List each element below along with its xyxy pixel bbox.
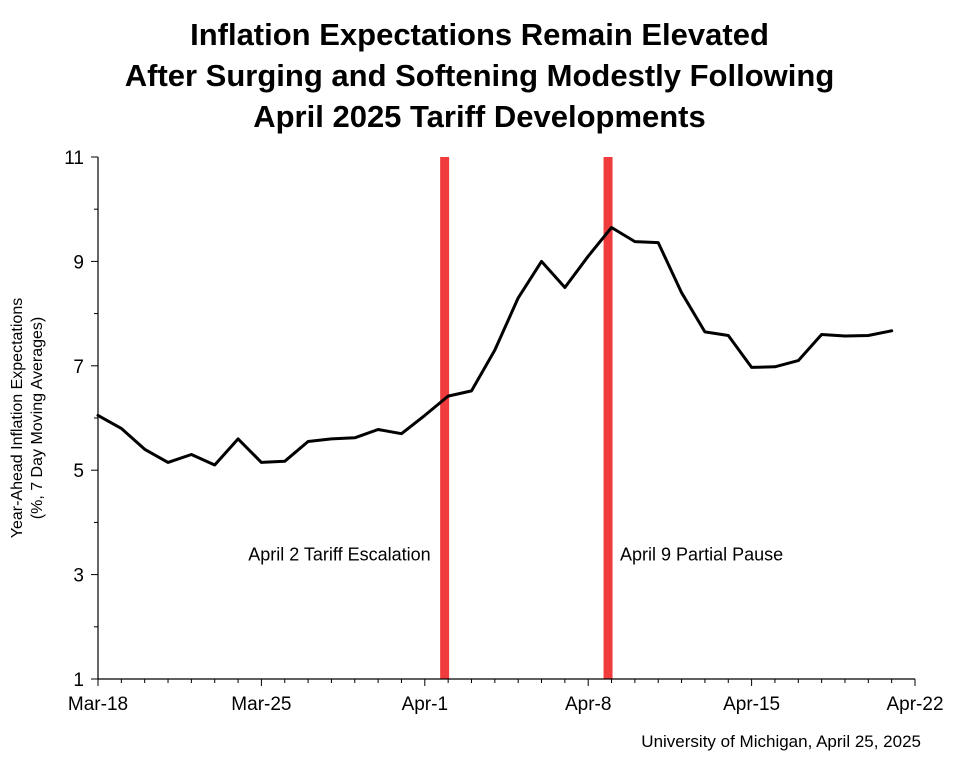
- event-label-2: April 9 Partial Pause: [620, 545, 783, 565]
- x-tick-label: Apr-22: [886, 694, 943, 715]
- chart-title: Inflation Expectations Remain Elevated A…: [0, 14, 959, 137]
- y-tick-label: 3: [73, 566, 84, 587]
- source-note: University of Michigan, April 25, 2025: [641, 732, 921, 751]
- event-markers: [440, 157, 613, 679]
- x-tick-label: Apr-8: [565, 694, 611, 715]
- x-tick-label: Mar-18: [68, 694, 128, 715]
- series-line-1: [96, 226, 894, 467]
- event-label-1: April 2 Tariff Escalation: [248, 545, 430, 565]
- chart-title-line-1: Inflation Expectations Remain Elevated: [190, 17, 769, 52]
- y-axis-label-line-1: Year-Ahead Inflation Expectations: [9, 298, 26, 538]
- event-bar-1: [440, 157, 450, 679]
- labels: April 2 Tariff Escalation April 9 Partial…: [9, 148, 944, 715]
- axes: [91, 156, 916, 686]
- y-tick-label: 9: [73, 252, 84, 273]
- x-tick-label: Apr-1: [402, 694, 448, 715]
- chart-title-line-3: April 2025 Tariff Developments: [253, 99, 706, 134]
- series-layer: [96, 226, 894, 467]
- x-tick-label: Apr-15: [723, 694, 780, 715]
- chart-title-line-2: After Surging and Softening Modestly Fol…: [124, 58, 835, 93]
- y-axis-label-line-2: (%, 7 Day Moving Averages): [29, 317, 46, 519]
- y-tick-label: 11: [64, 148, 84, 169]
- x-tick-label: Mar-25: [231, 694, 291, 715]
- event-bar-2: [603, 157, 613, 679]
- y-tick-label: 5: [73, 461, 84, 482]
- y-tick-label: 1: [73, 670, 84, 691]
- y-tick-label: 7: [73, 357, 84, 378]
